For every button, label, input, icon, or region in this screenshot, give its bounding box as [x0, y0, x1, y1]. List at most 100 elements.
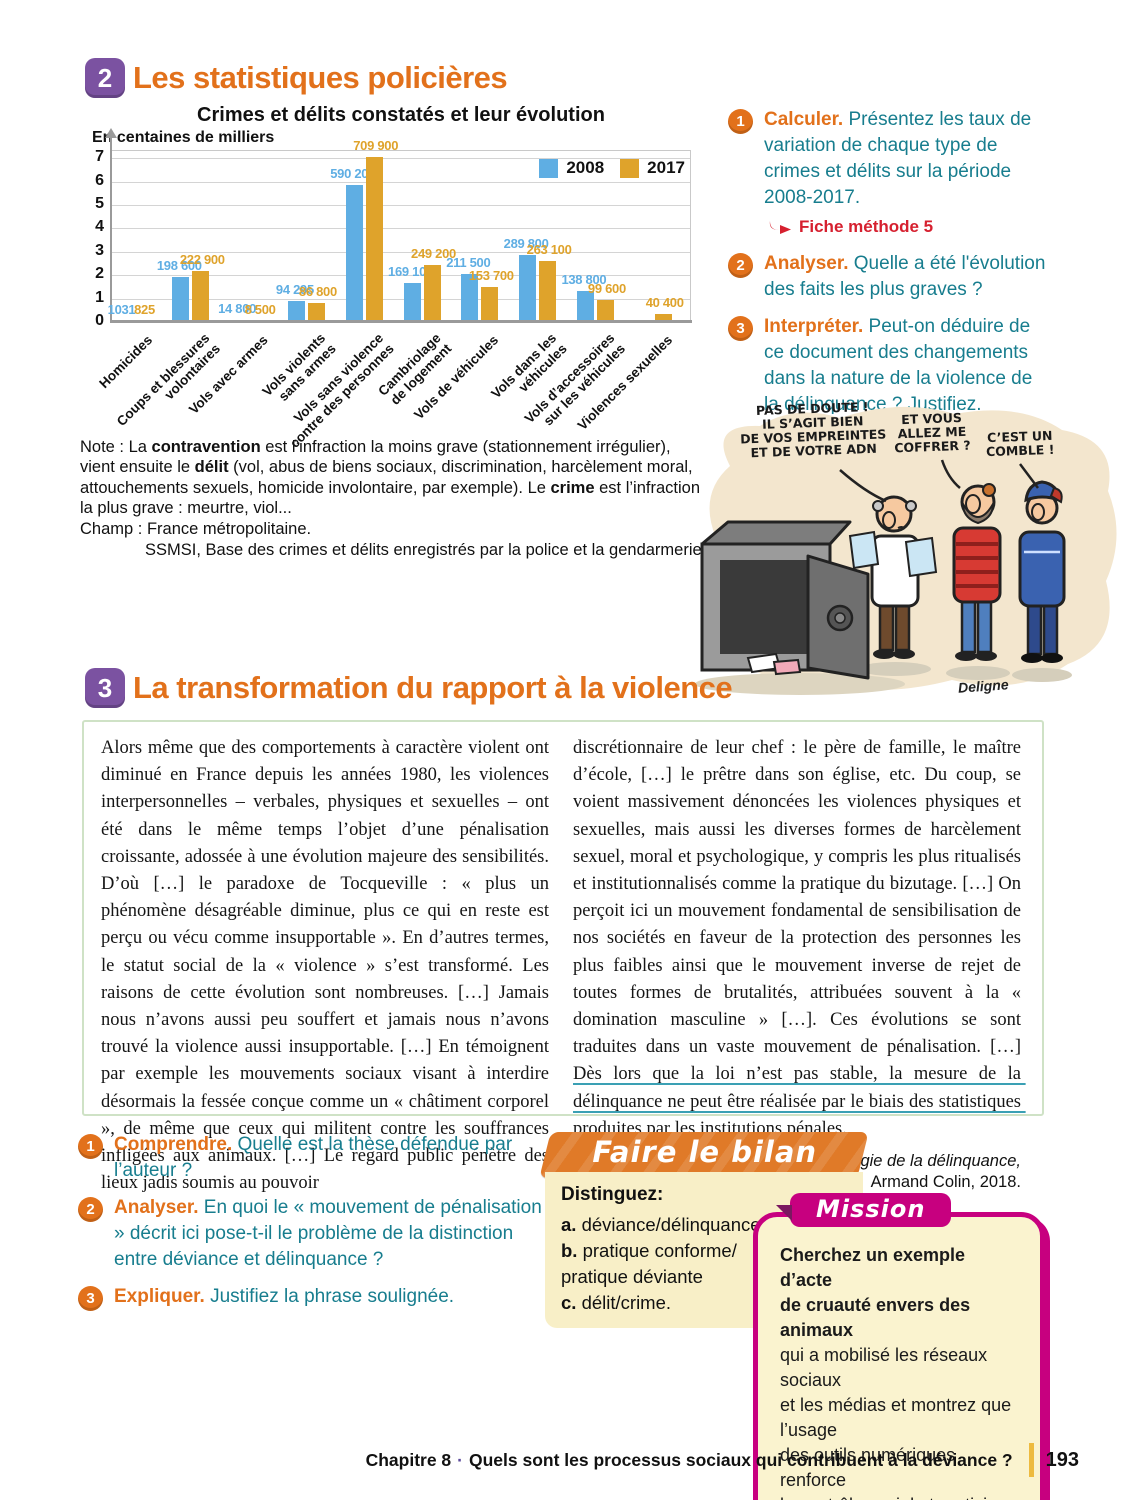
bar-2017 [654, 313, 672, 323]
y-axis-line [110, 138, 112, 322]
bilan-items: a. déviance/délinquance b. pratique confo… [561, 1212, 847, 1316]
bar-2017 [481, 287, 499, 323]
gridline [112, 181, 690, 183]
bar-value-label: 590 200 [330, 165, 376, 181]
bar-2017 [596, 299, 614, 323]
bar-2008 [461, 273, 479, 323]
bilan-item: b. pratique conforme/ pratique déviante [561, 1240, 737, 1287]
question-keyword: Expliquer. [114, 1286, 211, 1307]
legend-entry: 2017 [620, 158, 685, 178]
bar-value-label: 222 900 [179, 251, 225, 267]
bar-value-label: 825 [134, 302, 155, 317]
gridline [112, 251, 690, 253]
bar-2008 [345, 184, 363, 323]
bar-value-label: 14 800 [218, 300, 257, 316]
bar-value-label: 94 295 [275, 281, 314, 297]
x-axis-line [110, 320, 692, 323]
bar-value-label: 289 800 [503, 236, 549, 252]
question-text: Calculer. Présentez les taux de variatio… [764, 107, 1046, 240]
doc3-title: La transformation du rapport à la violen… [133, 670, 733, 705]
page-footer: Chapitre 8 · Quels sont les processus so… [366, 1443, 1079, 1477]
question-number-badge: 3 [78, 1286, 103, 1311]
question-number-badge: 2 [728, 253, 753, 278]
bar-2017 [423, 264, 441, 323]
footer-page-number: 193 [1045, 1448, 1079, 1471]
gridline [112, 298, 690, 300]
bar-value-label: 40 400 [645, 294, 684, 310]
y-tick-label: 2 [95, 265, 104, 283]
bar-value-label: 169 100 [388, 264, 433, 280]
gridline [112, 228, 690, 230]
bar-2008 [403, 283, 421, 323]
y-tick-label: 5 [95, 195, 104, 212]
speech-bubble-expert: PAS DE DOUTE ! IL S’AGIT BIEN DE VOS EMP… [739, 399, 887, 461]
doc3-right-text: discrétionnaire de leur chef : le père d… [573, 738, 1026, 1139]
y-tick-label: 3 [95, 241, 104, 259]
question-keyword: Interpréter. [764, 316, 869, 337]
question-text: Expliquer. Justifiez la phrase soulignée… [114, 1286, 455, 1307]
cartoon-illustration: PAS DE DOUTE ! IL S’AGIT BIEN DE VOS EMP… [690, 396, 1125, 708]
chart-unit-label: En centaines de milliers [92, 129, 275, 146]
bar-2008 [287, 300, 305, 323]
chart-source: SSMSI, Base des crimes et délits enregis… [145, 541, 707, 559]
question-item: 1 Calculer. Présentez les taux de variati… [728, 107, 1046, 240]
bilan-item: c. délit/crime. [561, 1292, 672, 1313]
doc2-questions: 1 Calculer. Présentez les taux de variati… [728, 107, 1046, 429]
fiche-methode-link[interactable]: Fiche méthode 5 [768, 214, 1046, 240]
bar-value-label: 263 100 [526, 242, 572, 258]
question-text: Comprendre. Quelle est la thèse défendue… [114, 1134, 513, 1181]
doc3-questions: 1 Comprendre. Quelle est la thèse défendu… [78, 1132, 556, 1322]
bar-value-label: 709 900 [353, 137, 399, 153]
question-keyword: Analyser. [764, 253, 854, 274]
chart-note: Note : La contravention est l’infraction… [80, 438, 700, 538]
question-item: 2 Analyser. En quoi le « mouvement de pén… [78, 1195, 556, 1273]
footer-separator: · [457, 1449, 463, 1470]
footer-chapter: Chapitre 8 [365, 1449, 452, 1470]
bilan-heading: Distinguez: [561, 1184, 664, 1205]
doc3-text-box: Alors même que des comportements à carac… [82, 720, 1044, 1193]
bar-value-label: 138 800 [561, 271, 607, 287]
question-item: 1 Comprendre. Quelle est la thèse défendu… [78, 1132, 556, 1184]
y-tick-label: 4 [95, 218, 104, 236]
bar-2017 [192, 270, 210, 323]
gridline [112, 275, 690, 277]
bar-2008 [519, 255, 537, 323]
mission-box: Mission Cherchez un exemple d’acte de cr… [753, 1193, 1045, 1500]
speech-bubble-comble: C’EST UN COMBLE ! [985, 427, 1055, 460]
question-number-badge: 2 [78, 1197, 103, 1222]
question-text: Analyser. En quoi le « mouvement de péna… [114, 1197, 542, 1270]
gridline [112, 205, 690, 206]
bar-value-label: 249 200 [411, 245, 456, 261]
doc3-left-column: Alors même que des comportements à carac… [101, 738, 549, 1194]
question-item: 3 Expliquer. Justifiez la phrase souligné… [78, 1284, 556, 1311]
y-tick-label: 0 [95, 312, 104, 329]
cartoon-drawing [695, 406, 1117, 695]
bar-2008 [172, 276, 190, 323]
footer-chapter-title: Quels sont les processus sociaux qui con… [468, 1449, 1013, 1470]
x-category-label: Violences sexuelles [574, 332, 676, 433]
question-keyword: Analyser. [114, 1197, 204, 1218]
chart-category-labels: Homicides Coups et blessures volontaires V… [96, 327, 690, 450]
legend-swatch-2008 [539, 158, 559, 178]
bar-2017 [365, 156, 383, 323]
bilan-title: Faire le bilan [592, 1135, 818, 1169]
y-tick-label: 6 [95, 171, 104, 189]
chart-title: Crimes et délits constatés et leur évolu… [197, 104, 605, 126]
question-keyword: Comprendre. [114, 1134, 238, 1155]
speech-bubble-suspect: ET VOUS ALLEZ ME COFFRER ? [894, 409, 971, 456]
mission-tab: Mission [775, 1193, 952, 1227]
mission-text: Cherchez un exemple d’acte de cruauté en… [780, 1245, 1012, 1500]
gridline [112, 158, 690, 160]
chart-plot: 1031 825 198 600 222 900 14 800 8 500 94 295 86… [108, 138, 691, 323]
doc2-number-badge: 2 [85, 58, 125, 98]
question-text: Analyser. Quelle a été l'évolution des f… [764, 253, 1046, 300]
y-tick-label: 7 [95, 148, 104, 166]
doc3-number-badge: 3 [85, 668, 125, 708]
bar-value-label: 1031 [107, 302, 136, 317]
chart-legend: 2008 2017 [539, 158, 685, 178]
legend-swatch-2017 [620, 158, 640, 178]
doc2-title: Les statistiques policières [133, 60, 508, 95]
bar-value-label: 211 500 [446, 254, 491, 270]
question-number-badge: 1 [728, 109, 753, 134]
